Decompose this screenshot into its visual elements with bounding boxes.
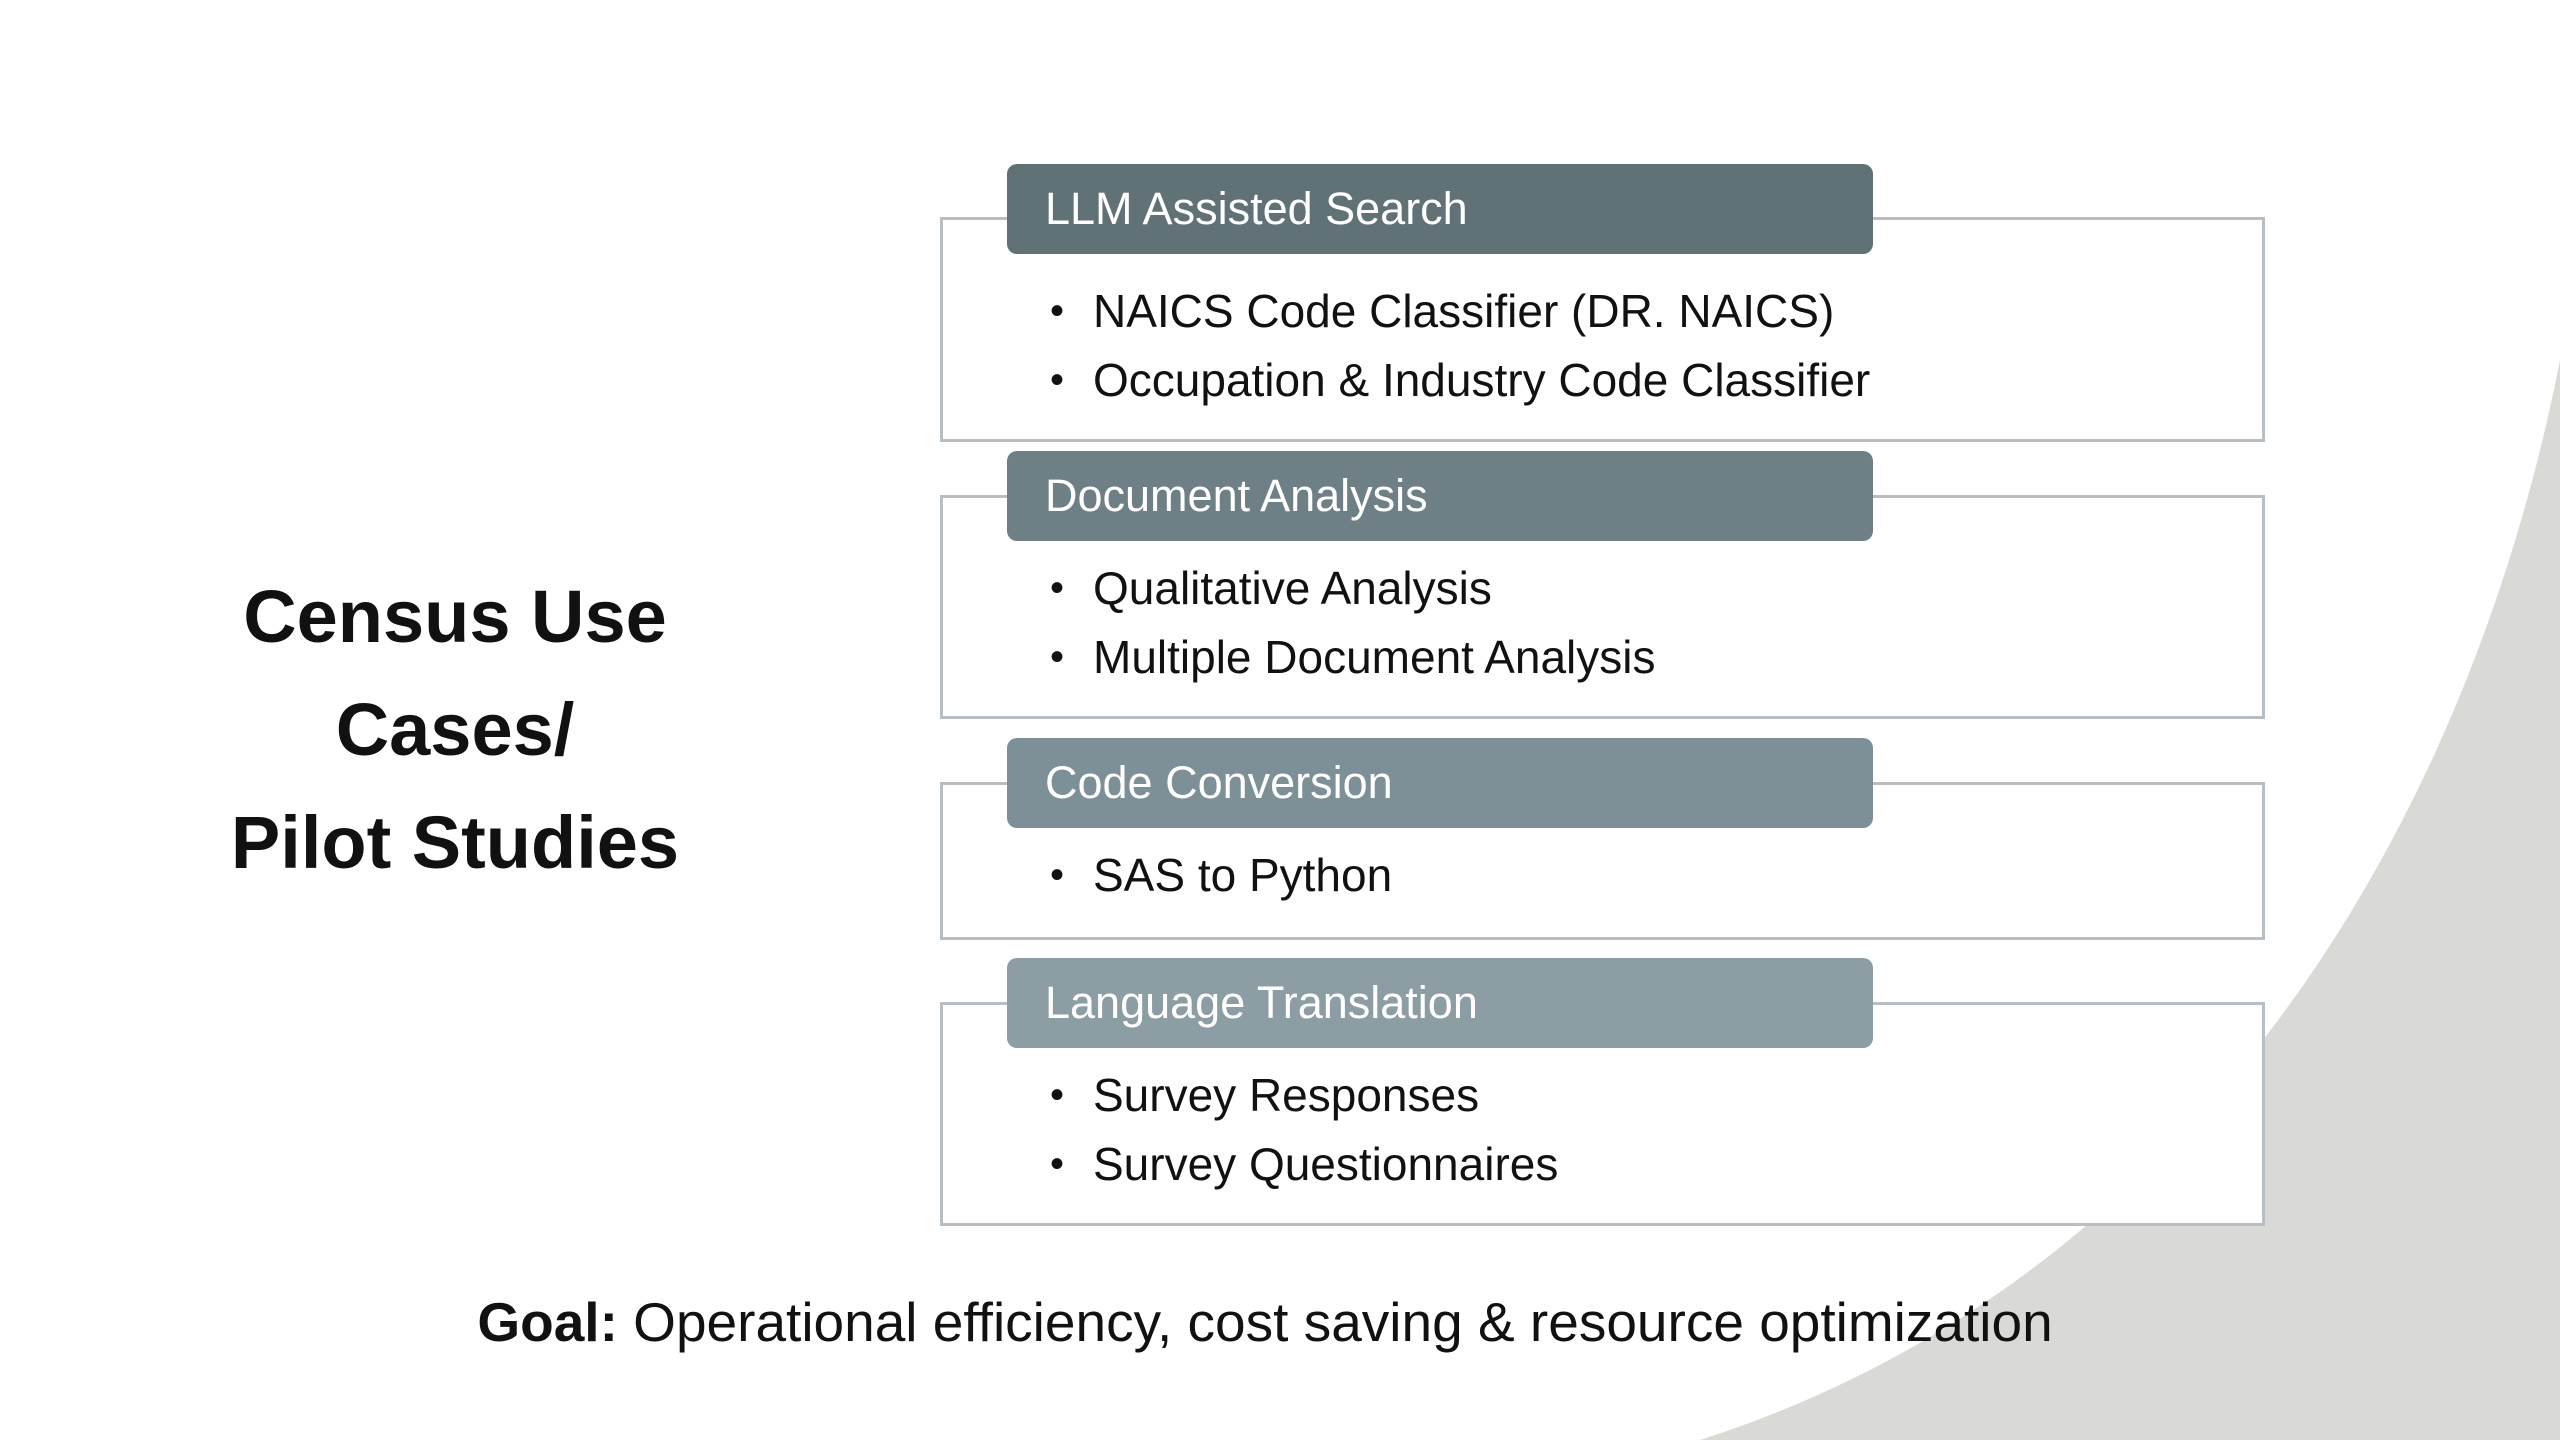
list-item: • Multiple Document Analysis — [940, 623, 2265, 692]
list-item-text: NAICS Code Classifier (DR. NAICS) — [1093, 285, 1835, 337]
list-item-text: Multiple Document Analysis — [1093, 631, 1656, 683]
group-code-conversion: Code Conversion • SAS to Python — [940, 738, 2265, 940]
group-items: • Qualitative Analysis • Multiple Document… — [940, 554, 2265, 692]
list-item-text: Occupation & Industry Code Classifier — [1093, 354, 1871, 406]
bullet-icon: • — [1050, 566, 1065, 610]
goal-text: Operational efficiency, cost saving & re… — [617, 1291, 2053, 1353]
list-item-text: Qualitative Analysis — [1093, 562, 1492, 614]
list-item-text: Survey Responses — [1093, 1069, 1480, 1121]
title-line-2: Cases/ — [335, 688, 575, 771]
bullet-icon: • — [1050, 1142, 1065, 1186]
group-language-translation: Language Translation • Survey Responses •… — [940, 958, 2265, 1226]
list-item: • Occupation & Industry Code Classifier — [940, 346, 2265, 415]
bullet-icon: • — [1050, 1073, 1065, 1117]
list-item: • Survey Responses — [940, 1061, 2265, 1130]
group-box — [940, 217, 2265, 442]
group-document-analysis: Document Analysis • Qualitative Analysis … — [940, 451, 2265, 719]
list-item: • Survey Questionnaires — [940, 1130, 2265, 1199]
group-llm-assisted-search: LLM Assisted Search • NAICS Code Classifi… — [940, 164, 2265, 442]
list-item-text: SAS to Python — [1093, 849, 1393, 901]
group-header: LLM Assisted Search — [1007, 164, 1873, 254]
group-items: • Survey Responses • Survey Questionnaires — [940, 1061, 2265, 1199]
goal-label: Goal: — [477, 1291, 618, 1353]
goal-statement: Goal: Operational efficiency, cost savin… — [0, 1290, 2530, 1354]
bullet-icon: • — [1050, 289, 1065, 333]
list-item: • SAS to Python — [940, 841, 2265, 910]
bullet-icon: • — [1050, 635, 1065, 679]
slide-title: Census Use Cases/ Pilot Studies — [140, 560, 770, 899]
bullet-icon: • — [1050, 853, 1065, 897]
list-item: • NAICS Code Classifier (DR. NAICS) — [940, 277, 2265, 346]
title-line-3: Pilot Studies — [230, 801, 680, 884]
title-line-1: Census Use — [243, 575, 667, 658]
bullet-icon: • — [1050, 358, 1065, 402]
group-items: • NAICS Code Classifier (DR. NAICS) • Occu… — [940, 277, 2265, 415]
list-item: • Qualitative Analysis — [940, 554, 2265, 623]
group-header: Language Translation — [1007, 958, 1873, 1048]
group-items: • SAS to Python — [940, 841, 2265, 910]
list-item-text: Survey Questionnaires — [1093, 1138, 1559, 1190]
group-header: Document Analysis — [1007, 451, 1873, 541]
group-header: Code Conversion — [1007, 738, 1873, 828]
